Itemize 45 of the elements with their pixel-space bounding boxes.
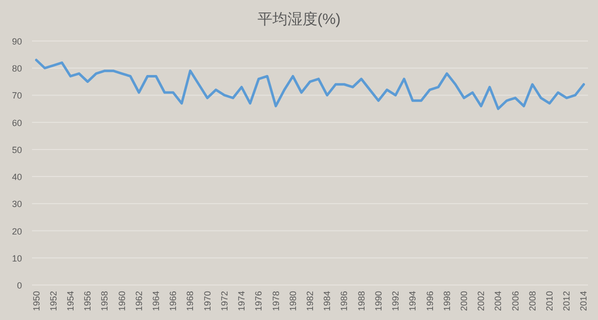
x-tick-label: 1988 xyxy=(356,291,366,312)
x-tick-label: 1960 xyxy=(116,291,127,312)
x-tick-label: 1992 xyxy=(390,291,401,312)
y-tick-label: 60 xyxy=(12,118,22,128)
y-tick-label: 10 xyxy=(12,253,22,264)
y-tick-label: 50 xyxy=(12,144,22,155)
x-tick-label: 1980 xyxy=(288,291,298,312)
x-tick-label: 2006 xyxy=(510,291,520,312)
y-tick-label: 0 xyxy=(16,280,22,290)
x-tick-label: 1964 xyxy=(151,291,162,312)
x-tick-label: 1996 xyxy=(424,291,435,312)
x-tick-label: 2002 xyxy=(476,291,486,312)
x-tick-label: 1986 xyxy=(339,291,350,312)
x-tick-label: 2004 xyxy=(493,291,504,312)
x-tick-label: 1970 xyxy=(202,291,212,312)
y-tick-label: 90 xyxy=(12,36,22,46)
x-tick-label: 2000 xyxy=(458,291,469,312)
x-tick-label: 1968 xyxy=(185,291,196,312)
x-tick-label: 1982 xyxy=(305,291,315,312)
chart-title: 平均湿度(%) xyxy=(257,11,341,28)
x-tick-label: 1998 xyxy=(442,291,452,312)
x-tick-label: 1990 xyxy=(373,291,384,312)
x-tick-label: 1978 xyxy=(270,291,281,312)
x-tick-label: 2008 xyxy=(527,291,538,312)
x-tick-label: 1972 xyxy=(219,291,230,312)
x-tick-label: 2014 xyxy=(578,291,589,312)
x-tick-label: 1962 xyxy=(134,291,144,312)
x-tick-label: 1966 xyxy=(168,291,178,312)
y-tick-label: 30 xyxy=(12,199,22,210)
x-tick-label: 2010 xyxy=(544,291,555,312)
y-tick-label: 80 xyxy=(12,64,22,74)
x-tick-label: 1952 xyxy=(48,291,58,312)
y-tick-label: 20 xyxy=(12,226,22,236)
x-tick-label: 1976 xyxy=(254,291,264,312)
y-tick-label: 70 xyxy=(12,90,22,101)
x-tick-label: 1950 xyxy=(31,291,42,312)
line-series xyxy=(35,58,585,110)
x-tick-label: 1956 xyxy=(82,291,93,312)
x-tick-label: 1974 xyxy=(236,291,247,312)
x-tick-label: 1954 xyxy=(65,291,76,312)
x-tick-label: 1958 xyxy=(100,291,110,312)
x-tick-label: 1984 xyxy=(322,291,332,312)
x-tick-label: 2012 xyxy=(562,291,572,312)
x-tick-label: 1994 xyxy=(408,291,418,312)
y-tick-label: 40 xyxy=(12,172,22,182)
